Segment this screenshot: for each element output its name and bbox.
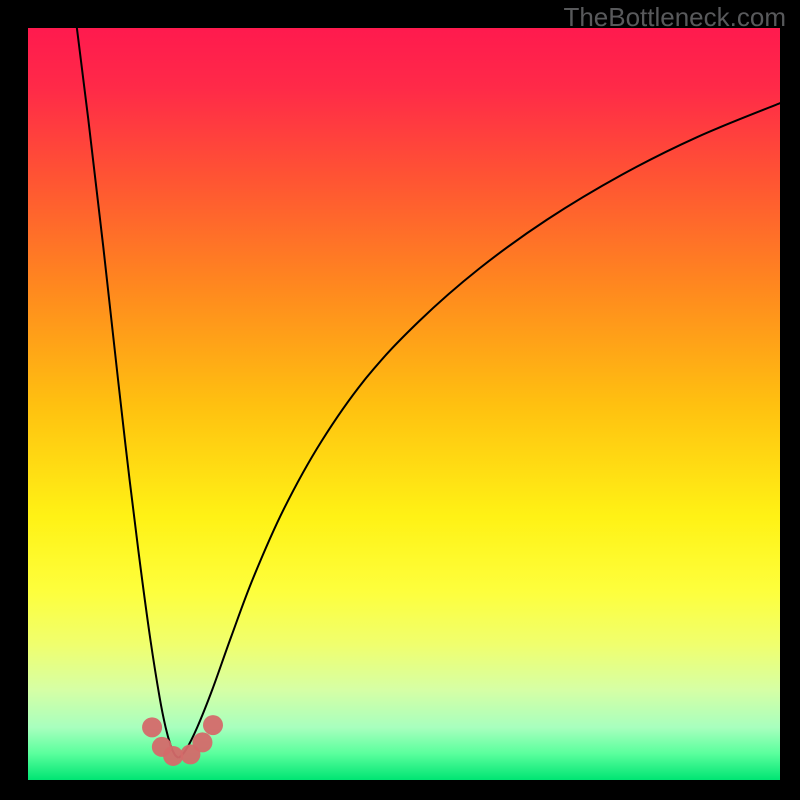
- chart-plot-area: [28, 28, 780, 780]
- watermark-text: TheBottleneck.com: [563, 2, 786, 33]
- marker-point-5: [203, 715, 223, 735]
- marker-point-4: [192, 732, 212, 752]
- chart-svg: [28, 28, 780, 780]
- gradient-background: [28, 28, 780, 780]
- marker-point-2: [163, 746, 183, 766]
- marker-point-0: [142, 717, 162, 737]
